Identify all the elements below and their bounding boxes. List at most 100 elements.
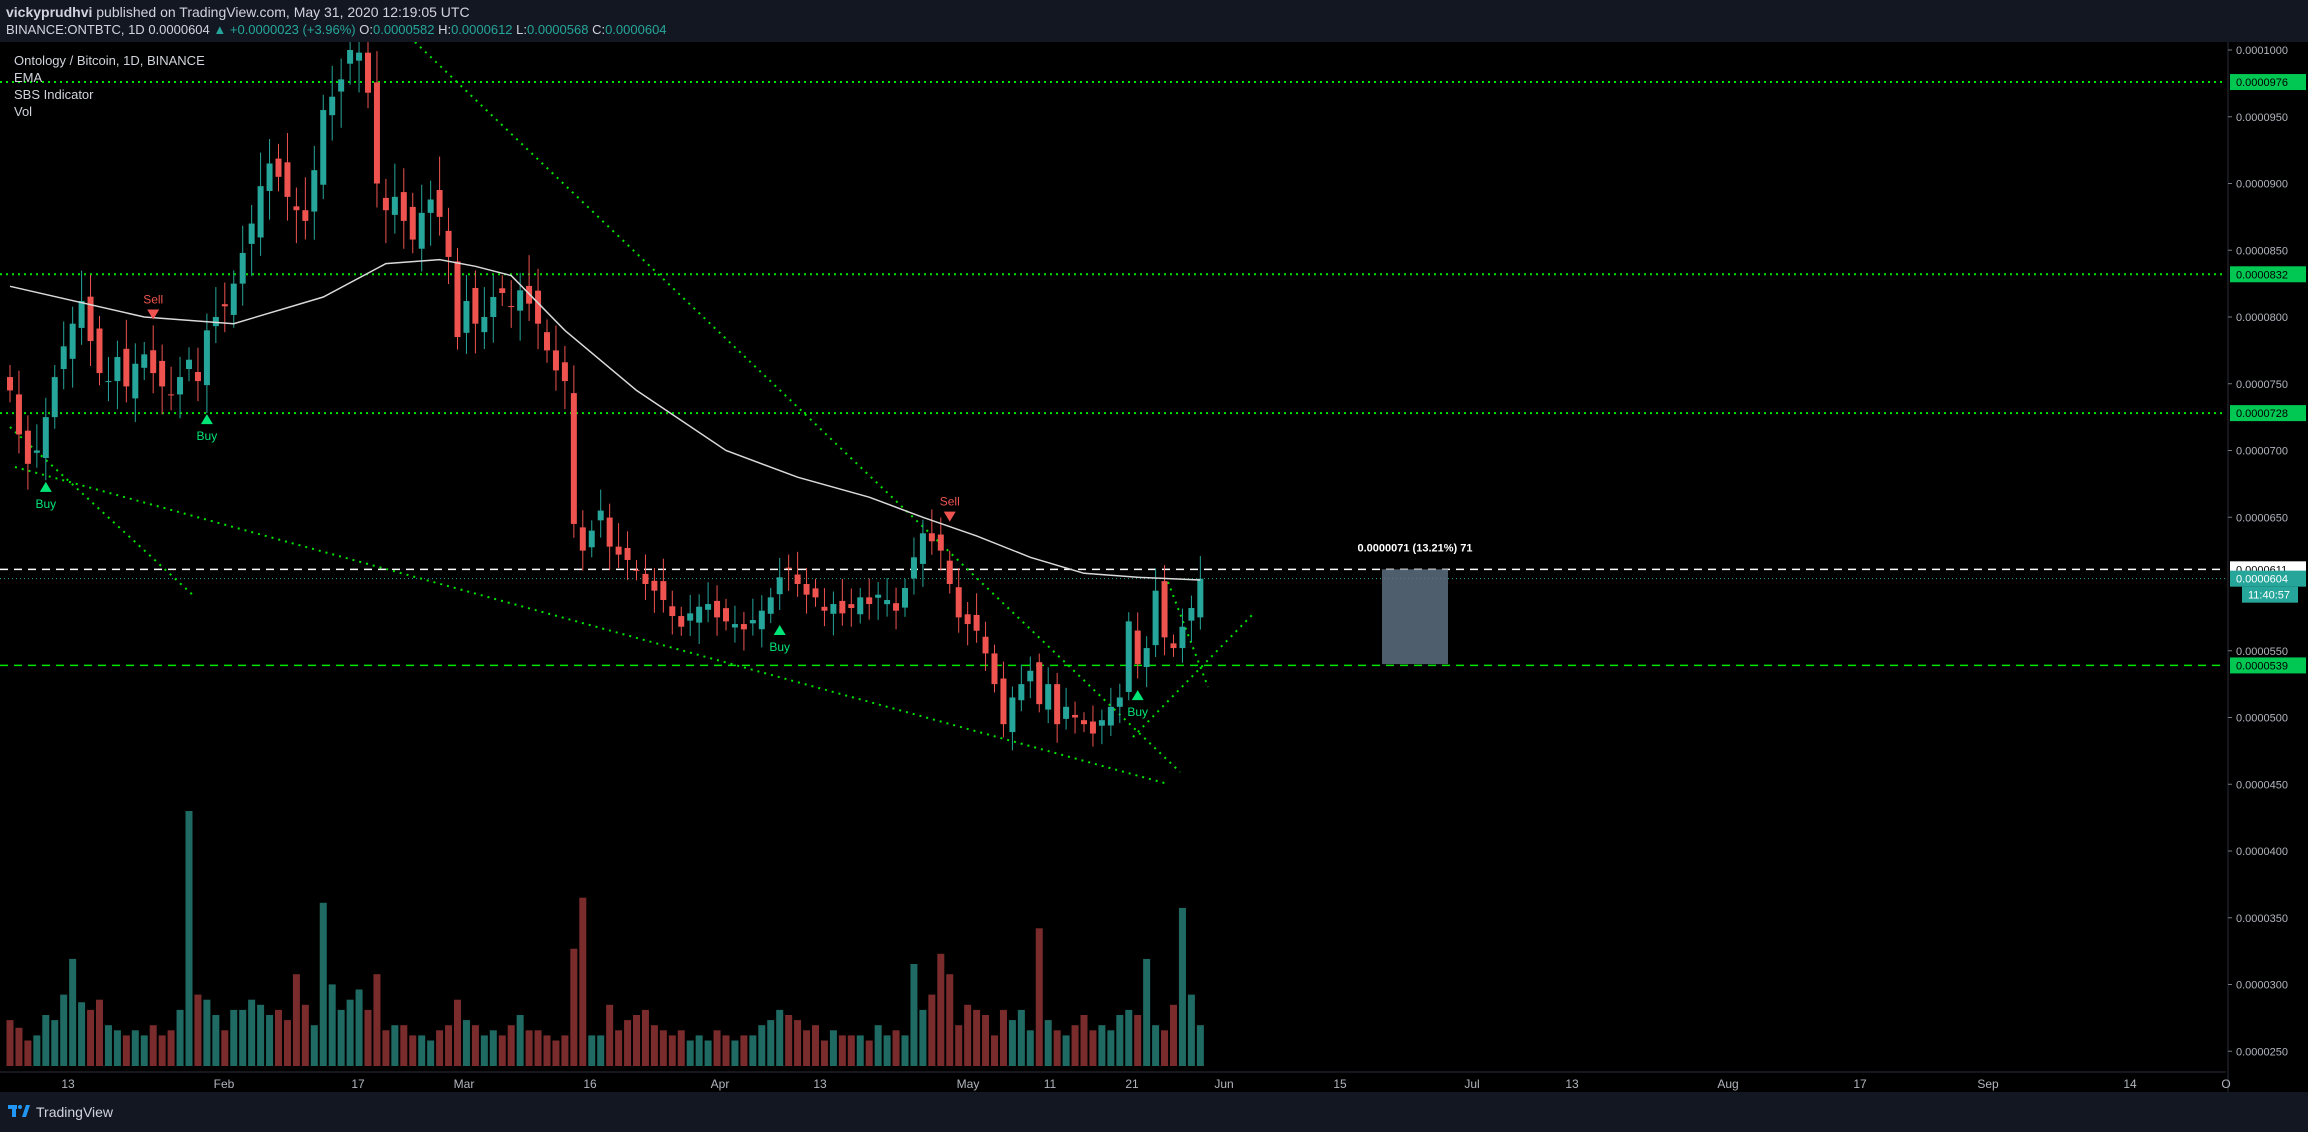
time-axis[interactable]: 13 Feb 17 Mar 16 Apr 13 May 11 21 Jun 15 Jul 13 Aug 17 S…: [0, 1071, 2231, 1091]
candle-body[interactable]: [96, 328, 103, 374]
candle-body[interactable]: [902, 588, 908, 608]
candle-body[interactable]: [194, 372, 201, 382]
candle-body[interactable]: [427, 199, 434, 213]
candle-body[interactable]: [454, 261, 461, 338]
candle-body[interactable]: [347, 50, 354, 64]
candle-body[interactable]: [373, 82, 380, 184]
footer-brand[interactable]: TradingView: [36, 1104, 114, 1120]
candle-body[interactable]: [597, 510, 604, 521]
level-price-tag[interactable]: [2230, 74, 2306, 91]
candle-body[interactable]: [338, 79, 345, 92]
candle-body[interactable]: [445, 230, 452, 257]
candle-body[interactable]: [1027, 670, 1034, 682]
candle-body[interactable]: [1089, 721, 1096, 734]
candle-body[interactable]: [794, 574, 801, 584]
candle-body[interactable]: [705, 604, 712, 610]
trend-line[interactable]: [1167, 581, 1209, 688]
candle-body[interactable]: [937, 534, 944, 551]
candle-body[interactable]: [266, 163, 273, 191]
candle-body[interactable]: [982, 636, 989, 654]
candle-body[interactable]: [517, 290, 524, 311]
candle-body[interactable]: [302, 210, 309, 221]
candle-body[interactable]: [168, 394, 175, 396]
candle-body[interactable]: [893, 603, 900, 611]
candle-body[interactable]: [42, 417, 49, 458]
candle-body[interactable]: [1179, 626, 1186, 649]
candle-body[interactable]: [481, 317, 488, 333]
price-axis[interactable]: 0.0001000 0.0000950 0.0000900 0.0000850 0.00…: [2227, 42, 2308, 1092]
candle-body[interactable]: [696, 606, 703, 623]
candle-body[interactable]: [499, 288, 506, 293]
candle-body[interactable]: [803, 584, 810, 595]
candle-body[interactable]: [884, 600, 891, 605]
candle-body[interactable]: [1009, 697, 1016, 733]
candle-body[interactable]: [463, 300, 470, 333]
candle-body[interactable]: [400, 192, 407, 221]
candle-body[interactable]: [1018, 684, 1025, 701]
candle-body[interactable]: [51, 377, 58, 418]
candle-body[interactable]: [1072, 714, 1079, 718]
candle-body[interactable]: [221, 304, 228, 307]
candle-body[interactable]: [606, 517, 613, 547]
candle-body[interactable]: [177, 377, 184, 395]
candle-body[interactable]: [329, 96, 336, 116]
candle-body[interactable]: [159, 360, 166, 387]
candle-body[interactable]: [1161, 581, 1168, 638]
candle-body[interactable]: [212, 317, 219, 327]
candle-body[interactable]: [687, 613, 694, 621]
candle-body[interactable]: [490, 296, 497, 317]
candle-body[interactable]: [919, 533, 926, 564]
candle-body[interactable]: [552, 350, 559, 371]
candle-body[interactable]: [1188, 608, 1195, 621]
candle-body[interactable]: [60, 346, 67, 370]
candle-body[interactable]: [24, 430, 31, 464]
candle-body[interactable]: [1063, 706, 1070, 719]
measure-box[interactable]: [1382, 569, 1448, 665]
candle-body[interactable]: [758, 610, 765, 630]
candle-body[interactable]: [669, 606, 676, 617]
trend-line[interactable]: [1132, 611, 1256, 738]
candle-body[interactable]: [87, 296, 94, 342]
candle-body[interactable]: [132, 363, 139, 399]
candle-body[interactable]: [839, 600, 846, 614]
candle-body[interactable]: [1000, 678, 1007, 725]
candle-body[interactable]: [409, 206, 416, 240]
candle-body[interactable]: [78, 300, 85, 328]
candle-body[interactable]: [615, 546, 622, 555]
candle-body[interactable]: [928, 533, 935, 542]
candle-body[interactable]: [731, 624, 738, 628]
candle-body[interactable]: [7, 377, 13, 391]
level-price-tag[interactable]: [2230, 657, 2306, 674]
candle-body[interactable]: [714, 600, 721, 618]
candle-body[interactable]: [257, 186, 264, 238]
candle-body[interactable]: [830, 604, 837, 614]
candle-body[interactable]: [472, 287, 479, 324]
candle-body[interactable]: [15, 394, 22, 435]
candle-body[interactable]: [1143, 648, 1150, 667]
candle-body[interactable]: [105, 381, 112, 383]
candle-body[interactable]: [785, 567, 792, 569]
candle-body[interactable]: [203, 330, 210, 386]
candle-body[interactable]: [633, 569, 640, 571]
candle-body[interactable]: [678, 616, 685, 627]
candle-body[interactable]: [311, 170, 318, 212]
candle-body[interactable]: [991, 653, 998, 685]
measure-tool[interactable]: 0.0000071 (13.21%) 71: [1358, 542, 1473, 665]
candle-body[interactable]: [544, 332, 550, 351]
candle-body[interactable]: [391, 196, 398, 215]
candle-body[interactable]: [239, 252, 246, 284]
candle-body[interactable]: [570, 393, 577, 524]
candle-body[interactable]: [320, 110, 327, 185]
candle-body[interactable]: [1081, 720, 1087, 725]
candle-body[interactable]: [561, 362, 568, 382]
candle-body[interactable]: [418, 212, 425, 249]
candle-body[interactable]: [579, 527, 586, 551]
legend-sbs[interactable]: SBS Indicator: [14, 87, 94, 102]
candle-body[interactable]: [973, 614, 980, 631]
legend-vol[interactable]: Vol: [14, 104, 33, 119]
candle-body[interactable]: [910, 557, 917, 579]
candle-body[interactable]: [33, 450, 40, 453]
legend-ema[interactable]: EMA: [14, 70, 43, 85]
candle-body[interactable]: [624, 547, 631, 560]
candle-body[interactable]: [1036, 662, 1043, 705]
